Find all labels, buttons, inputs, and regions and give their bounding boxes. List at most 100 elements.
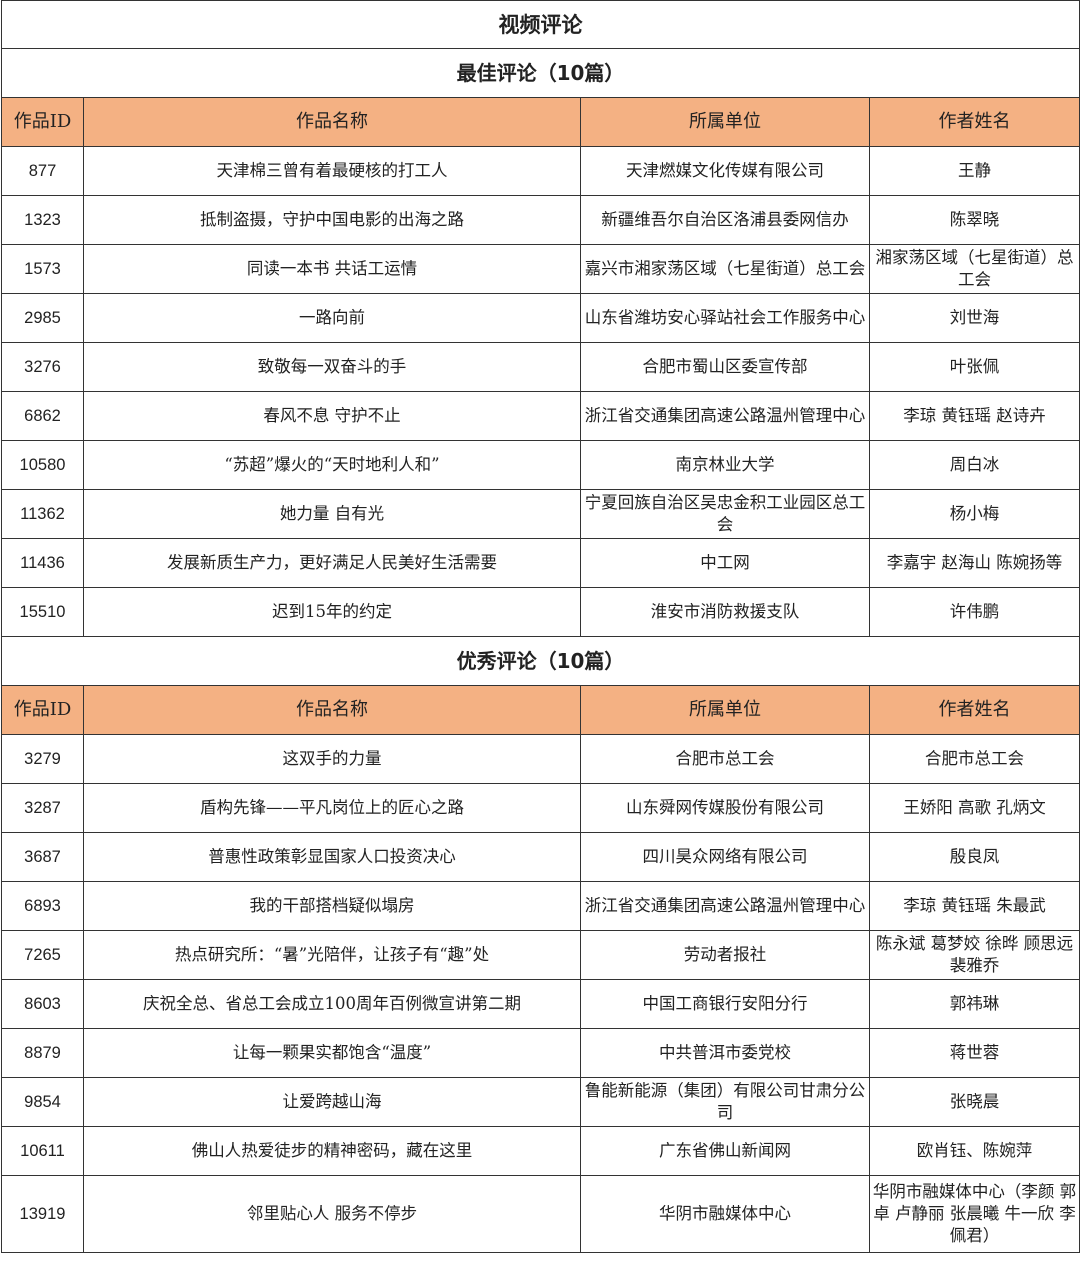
cell-author: 李琼 黄钰瑶 赵诗卉 <box>869 391 1080 441</box>
section-heading-row: 最佳评论（10篇） <box>1 48 1080 98</box>
cell-organization: 南京林业大学 <box>580 440 870 490</box>
table-row: 3276 致敬每一双奋斗的手 合肥市蜀山区委宣传部 叶张佩 <box>1 342 1080 392</box>
cell-work-title: 庆祝全总、省总工会成立100周年百例微宣讲第二期 <box>83 979 581 1029</box>
table-row: 8879 让每一颗果实都饱含“温度” 中共普洱市委党校 蒋世蓉 <box>1 1028 1080 1078</box>
table-row: 1323 抵制盗摄，守护中国电影的出海之路 新疆维吾尔自治区洛浦县委网信办 陈翠晓 <box>1 195 1080 245</box>
cell-work-id: 8879 <box>1 1028 84 1078</box>
column-header-row: 作品ID 作品名称 所属单位 作者姓名 <box>1 97 1080 147</box>
column-header-organization: 所属单位 <box>580 685 870 735</box>
cell-work-title: 让爱跨越山海 <box>83 1077 581 1127</box>
cell-organization: 浙江省交通集团高速公路温州管理中心 <box>580 391 870 441</box>
cell-work-id: 3276 <box>1 342 84 392</box>
section-heading: 优秀评论（10篇） <box>1 636 1080 686</box>
cell-author: 陈永斌 葛梦姣 徐晔 顾思远 裴雅乔 <box>869 930 1080 980</box>
column-header-author: 作者姓名 <box>869 97 1080 147</box>
column-header-organization: 所属单位 <box>580 97 870 147</box>
cell-work-id: 7265 <box>1 930 84 980</box>
cell-work-id: 6893 <box>1 881 84 931</box>
cell-author: 郭祎琳 <box>869 979 1080 1029</box>
table-row: 9854 让爱跨越山海 鲁能新能源（集团）有限公司甘肃分公司 张晓晨 <box>1 1077 1080 1127</box>
cell-work-id: 8603 <box>1 979 84 1029</box>
table-row: 2985 一路向前 山东省潍坊安心驿站社会工作服务中心 刘世海 <box>1 293 1080 343</box>
cell-work-title: 让每一颗果实都饱含“温度” <box>83 1028 581 1078</box>
table-row: 11436 发展新质生产力，更好满足人民美好生活需要 中工网 李嘉宇 赵海山 陈婉扬等 <box>1 538 1080 588</box>
column-header-work-title: 作品名称 <box>83 97 581 147</box>
cell-organization: 华阴市融媒体中心 <box>580 1175 870 1253</box>
table-row: 10580 “苏超”爆火的“天时地利人和” 南京林业大学 周白冰 <box>1 440 1080 490</box>
table-row: 6862 春风不息 守护不止 浙江省交通集团高速公路温州管理中心 李琼 黄钰瑶 赵诗卉 <box>1 391 1080 441</box>
cell-work-id: 1323 <box>1 195 84 245</box>
cell-organization: 广东省佛山新闻网 <box>580 1126 870 1176</box>
cell-organization: 鲁能新能源（集团）有限公司甘肃分公司 <box>580 1077 870 1127</box>
cell-work-title: 这双手的力量 <box>83 734 581 784</box>
cell-organization: 合肥市蜀山区委宣传部 <box>580 342 870 392</box>
column-header-author: 作者姓名 <box>869 685 1080 735</box>
table-row: 3279 这双手的力量 合肥市总工会 合肥市总工会 <box>1 734 1080 784</box>
cell-work-id: 11362 <box>1 489 84 539</box>
cell-author: 蒋世蓉 <box>869 1028 1080 1078</box>
table-row: 13919 邻里贴心人 服务不停步 华阴市融媒体中心 华阴市融媒体中心（李颜 郭卓 卢… <box>1 1175 1080 1253</box>
cell-organization: 劳动者报社 <box>580 930 870 980</box>
cell-author: 合肥市总工会 <box>869 734 1080 784</box>
section-heading: 最佳评论（10篇） <box>1 48 1080 98</box>
cell-organization: 山东舜网传媒股份有限公司 <box>580 783 870 833</box>
table-row: 10611 佛山人热爱徒步的精神密码，藏在这里 广东省佛山新闻网 欧肖钰、陈婉萍 <box>1 1126 1080 1176</box>
cell-organization: 合肥市总工会 <box>580 734 870 784</box>
cell-work-id: 3279 <box>1 734 84 784</box>
column-header-work-id: 作品ID <box>1 685 84 735</box>
cell-work-title: 天津棉三曾有着最硬核的打工人 <box>83 146 581 196</box>
cell-work-id: 877 <box>1 146 84 196</box>
cell-organization: 中国工商银行安阳分行 <box>580 979 870 1029</box>
cell-work-title: 同读一本书 共话工运情 <box>83 244 581 294</box>
cell-work-title: 普惠性政策彰显国家人口投资决心 <box>83 832 581 882</box>
cell-organization: 浙江省交通集团高速公路温州管理中心 <box>580 881 870 931</box>
cell-work-title: 我的干部搭档疑似塌房 <box>83 881 581 931</box>
cell-author: 王娇阳 高歌 孔炳文 <box>869 783 1080 833</box>
cell-work-title: 一路向前 <box>83 293 581 343</box>
table-row: 11362 她力量 自有光 宁夏回族自治区吴忠金积工业园区总工会 杨小梅 <box>1 489 1080 539</box>
cell-author: 李嘉宇 赵海山 陈婉扬等 <box>869 538 1080 588</box>
cell-author: 叶张佩 <box>869 342 1080 392</box>
cell-work-title: 抵制盗摄，守护中国电影的出海之路 <box>83 195 581 245</box>
section-heading-row: 优秀评论（10篇） <box>1 636 1080 686</box>
cell-organization: 宁夏回族自治区吴忠金积工业园区总工会 <box>580 489 870 539</box>
table-row: 15510 迟到15年的约定 淮安市消防救援支队 许伟鹏 <box>1 587 1080 637</box>
cell-work-title: 盾构先锋——平凡岗位上的匠心之路 <box>83 783 581 833</box>
cell-author: 华阴市融媒体中心（李颜 郭卓 卢静丽 张晨曦 牛一欣 李佩君） <box>869 1175 1080 1253</box>
table-row: 8603 庆祝全总、省总工会成立100周年百例微宣讲第二期 中国工商银行安阳分行 郭祎… <box>1 979 1080 1029</box>
cell-author: 杨小梅 <box>869 489 1080 539</box>
table-row: 877 天津棉三曾有着最硬核的打工人 天津燃媒文化传媒有限公司 王静 <box>1 146 1080 196</box>
cell-work-title: 春风不息 守护不止 <box>83 391 581 441</box>
cell-author: 陈翠晓 <box>869 195 1080 245</box>
cell-organization: 中共普洱市委党校 <box>580 1028 870 1078</box>
cell-work-id: 1573 <box>1 244 84 294</box>
cell-work-id: 3687 <box>1 832 84 882</box>
column-header-row: 作品ID 作品名称 所属单位 作者姓名 <box>1 685 1080 735</box>
cell-author: 许伟鹏 <box>869 587 1080 637</box>
page-title: 视频评论 <box>1 0 1080 49</box>
cell-work-id: 6862 <box>1 391 84 441</box>
table-row: 7265 热点研究所：“暑”光陪伴，让孩子有“趣”处 劳动者报社 陈永斌 葛梦姣 徐晔… <box>1 930 1080 980</box>
cell-author: 刘世海 <box>869 293 1080 343</box>
cell-author: 欧肖钰、陈婉萍 <box>869 1126 1080 1176</box>
cell-work-id: 10611 <box>1 1126 84 1176</box>
cell-author: 张晓晨 <box>869 1077 1080 1127</box>
table-row: 3287 盾构先锋——平凡岗位上的匠心之路 山东舜网传媒股份有限公司 王娇阳 高歌 孔… <box>1 783 1080 833</box>
cell-organization: 天津燃媒文化传媒有限公司 <box>580 146 870 196</box>
cell-organization: 中工网 <box>580 538 870 588</box>
cell-organization: 山东省潍坊安心驿站社会工作服务中心 <box>580 293 870 343</box>
cell-work-title: 佛山人热爱徒步的精神密码，藏在这里 <box>83 1126 581 1176</box>
cell-work-id: 11436 <box>1 538 84 588</box>
table-row: 3687 普惠性政策彰显国家人口投资决心 四川昊众网络有限公司 殷良凤 <box>1 832 1080 882</box>
cell-author: 李琼 黄钰瑶 朱最武 <box>869 881 1080 931</box>
table-row: 6893 我的干部搭档疑似塌房 浙江省交通集团高速公路温州管理中心 李琼 黄钰瑶 朱最… <box>1 881 1080 931</box>
cell-work-id: 9854 <box>1 1077 84 1127</box>
cell-work-id: 10580 <box>1 440 84 490</box>
cell-work-title: “苏超”爆火的“天时地利人和” <box>83 440 581 490</box>
cell-work-title: 邻里贴心人 服务不停步 <box>83 1175 581 1253</box>
cell-organization: 四川昊众网络有限公司 <box>580 832 870 882</box>
cell-work-title: 她力量 自有光 <box>83 489 581 539</box>
cell-work-title: 热点研究所：“暑”光陪伴，让孩子有“趣”处 <box>83 930 581 980</box>
column-header-work-title: 作品名称 <box>83 685 581 735</box>
